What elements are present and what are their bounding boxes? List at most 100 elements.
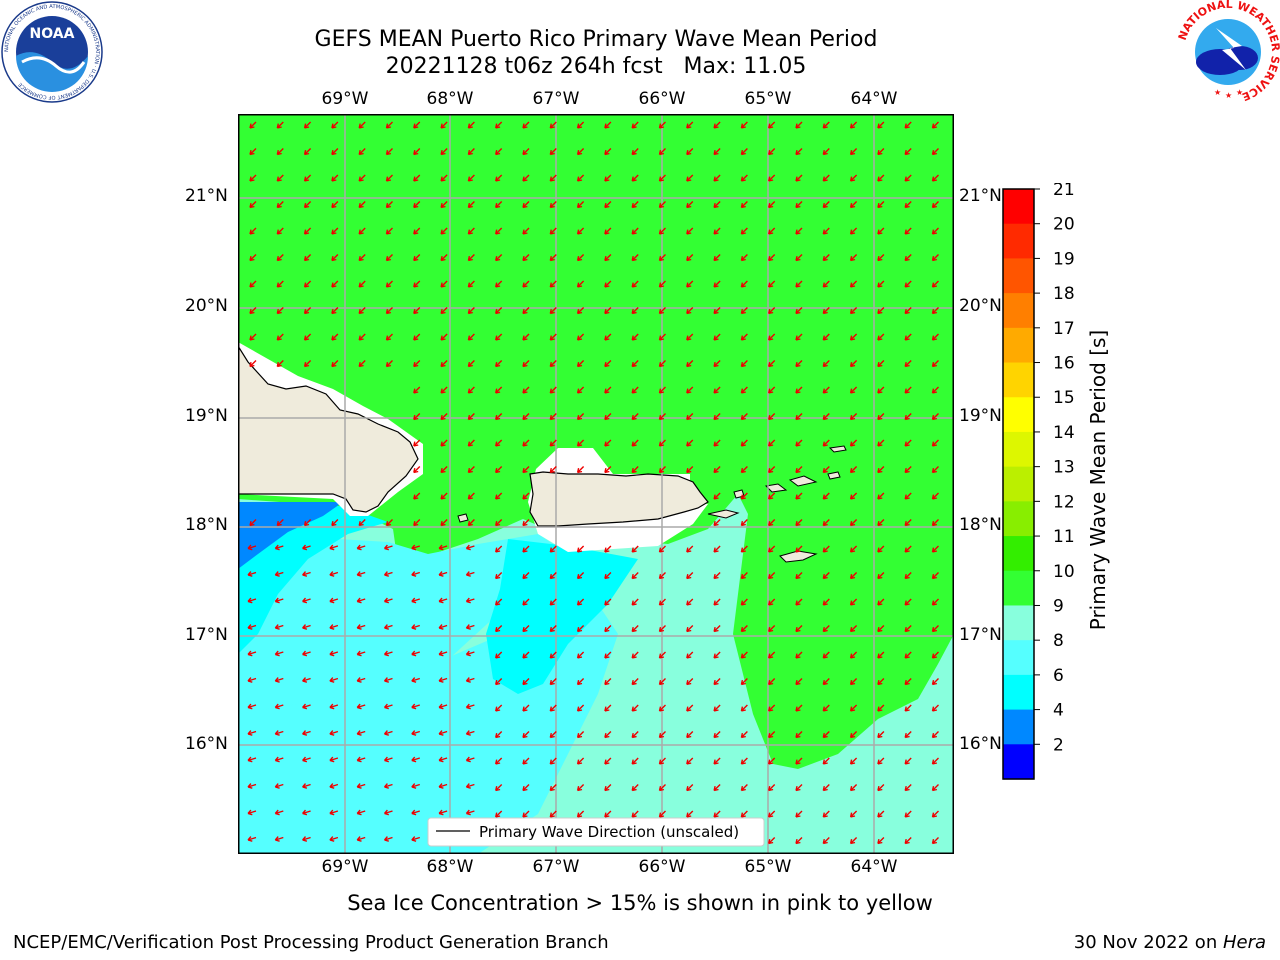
wave-arrow [465,703,475,710]
wave-arrow [849,731,858,739]
wave-arrow [467,360,475,368]
wave-arrow [658,598,666,606]
wave-arrow [877,360,885,368]
wave-arrow [631,625,639,633]
wave-arrow [658,121,666,129]
colorbar-band [1003,674,1034,711]
wave-arrow [440,280,448,288]
wave-arrow [467,280,475,288]
wave-arrow [467,227,475,235]
wave-arrow [413,360,421,368]
wave-arrow [274,783,284,789]
wave-arrow [740,519,748,527]
wave-arrow [303,227,312,235]
lon-label-bottom: 67°W [532,857,580,877]
wave-arrow [904,413,912,421]
wave-arrow [795,254,803,262]
wave-arrow [385,307,393,315]
wave-arrow [904,439,912,447]
lon-label-top: 64°W [850,89,898,109]
wave-arrow [849,625,858,633]
wave-arrow [576,466,585,474]
wave-arrow [795,545,803,553]
wave-arrow [713,201,721,209]
wave-arrow [413,307,421,315]
wave-arrow [686,280,694,288]
wave-arrow [358,254,366,262]
wave-arrow [495,572,503,580]
wave-arrow [495,598,503,606]
wave-arrow [604,201,612,209]
map-subtitle: 20221128 t06z 264h fcst Max: 11.05 [385,54,807,79]
wave-arrow [576,439,585,447]
wave-arrow [658,466,666,474]
wave-arrow [522,731,530,739]
wave-arrow [713,307,721,315]
wave-arrow [768,572,776,580]
wave-arrow [495,386,503,394]
wave-arrow [822,466,830,474]
colorbar-band [1003,536,1034,572]
lat-label-right: 17°N [959,625,1002,645]
wave-arrow [249,148,257,156]
wave-arrow [329,571,339,577]
noaa-logo-text: NOAA [30,26,75,42]
wave-arrow [303,519,312,527]
wave-arrow [768,731,776,739]
wave-arrow [495,492,503,500]
wave-arrow [356,597,366,604]
wave-arrow [358,148,366,156]
wave-arrow [686,333,694,341]
wave-arrow [822,174,830,182]
wave-arrow [522,757,530,765]
wave-arrow [467,439,475,447]
wave-arrow [631,678,639,686]
lon-label-top: 65°W [744,89,792,109]
wave-arrow [768,784,776,792]
wave-arrow [658,254,666,262]
wave-arrow [331,254,339,262]
wave-arrow [331,227,339,235]
wave-arrow [440,121,448,129]
wave-arrow [658,784,666,792]
wave-arrow [303,201,312,209]
wave-arrow [904,492,912,500]
wave-arrow [495,254,503,262]
wave-arrow [440,386,448,394]
wave-arrow [413,280,421,288]
wave-arrow [658,413,666,421]
wave-arrow [522,651,530,659]
wave-arrow [549,307,557,315]
wave-arrow [440,360,448,368]
wave-arrow [931,148,939,156]
wave-arrow [686,386,694,394]
wave-arrow [631,174,639,182]
wave-arrow [440,174,448,182]
wave-arrow [495,333,503,341]
wave-arrow [302,544,311,551]
wave-arrow [385,201,393,209]
wave-arrow [576,148,585,156]
wave-arrow [276,280,284,288]
wave-arrow [440,227,448,235]
wave-arrow [740,307,748,315]
wave-arrow [329,783,339,789]
nws-logo: NATIONAL WEATHER SERVICE ★★★ [1176,0,1280,103]
lon-label-bottom: 66°W [638,857,686,877]
lon-label-top: 67°W [532,89,580,109]
wave-arrow [631,148,639,156]
wave-arrow [383,571,393,577]
colorbar-tick-label: 9 [1053,596,1064,616]
wave-arrow [385,227,393,235]
wave-arrow [465,571,475,577]
wave-arrow [713,704,721,712]
lon-label-bottom: 69°W [321,857,369,877]
wave-arrow [822,121,830,129]
wave-arrow [604,572,612,580]
wave-arrow [413,466,421,474]
wave-arrow [522,174,530,182]
wave-arrow [576,598,585,606]
wave-arrow [931,678,939,686]
wave-arrow [604,280,612,288]
wave-arrow [713,439,721,447]
